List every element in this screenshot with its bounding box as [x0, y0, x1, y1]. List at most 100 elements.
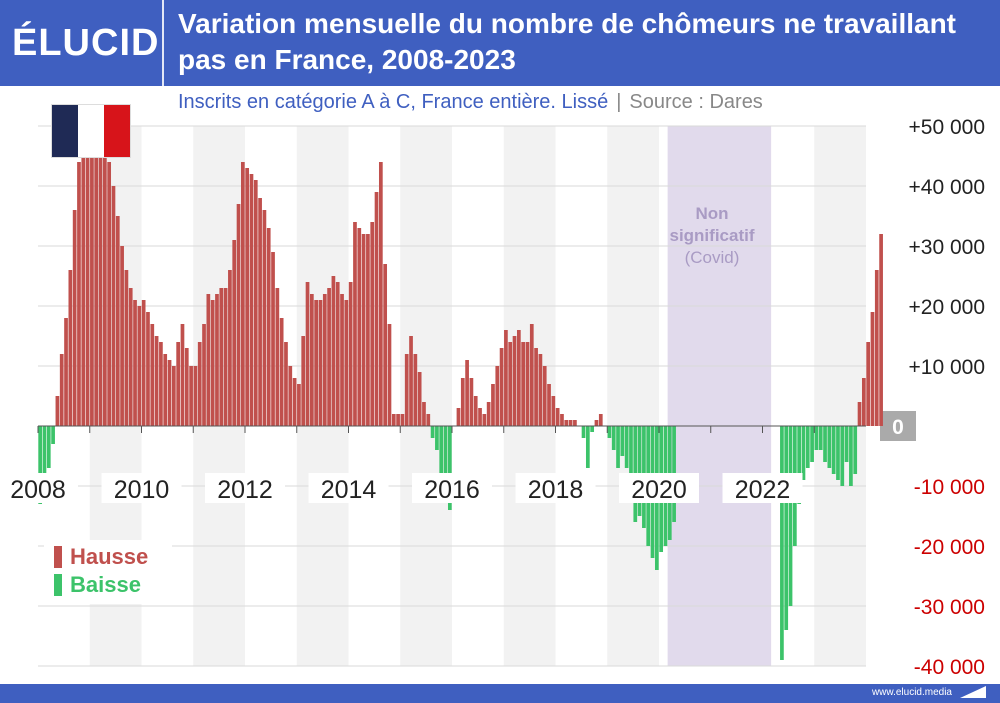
bar: [607, 426, 612, 438]
bar: [831, 426, 836, 474]
bar: [266, 228, 271, 426]
legend-swatch-baisse: [54, 574, 62, 596]
bar: [335, 282, 340, 426]
bar: [361, 234, 366, 426]
bar: [348, 282, 353, 426]
bar: [611, 426, 616, 450]
bar: [590, 426, 595, 432]
covid-annotation: Non significatif (Covid): [662, 203, 762, 269]
bar: [51, 426, 55, 444]
bar: [137, 306, 142, 426]
x-tick-label-bg: [0, 473, 78, 503]
x-tick-label: 2014: [321, 476, 377, 504]
bar: [292, 378, 297, 426]
bar: [780, 426, 784, 660]
bar: [210, 300, 215, 426]
bar: [120, 246, 124, 426]
bar: [275, 288, 280, 426]
bar: [573, 420, 577, 426]
bar: [318, 300, 323, 426]
covid-annotation-line2: significatif: [669, 226, 755, 245]
bar: [59, 354, 64, 426]
bar: [840, 426, 845, 486]
bar: [301, 336, 306, 426]
bar: [460, 378, 465, 426]
bar: [417, 372, 422, 426]
bar: [491, 384, 495, 426]
bar: [64, 318, 68, 426]
bar: [167, 360, 172, 426]
bar: [400, 414, 405, 426]
header-bar: ÉLUCID Variation mensuelle du nombre de …: [0, 0, 1000, 86]
bar: [253, 180, 258, 426]
bar: [279, 318, 284, 426]
bar: [637, 426, 642, 516]
bar: [357, 228, 362, 426]
legend: Hausse Baisse: [44, 540, 172, 604]
bar: [422, 402, 426, 426]
bar: [81, 138, 86, 426]
bar: [879, 234, 883, 426]
bar: [805, 426, 810, 468]
bar: [197, 342, 202, 426]
bar: [443, 426, 448, 498]
bar: [788, 426, 793, 606]
bar: [585, 426, 590, 468]
bar: [426, 414, 431, 426]
bar: [534, 348, 538, 426]
x-tick-label: 2008: [10, 476, 66, 504]
bar: [176, 342, 181, 426]
y-tick-label: +50 000: [909, 116, 986, 139]
bar: [560, 414, 564, 426]
bar: [529, 324, 534, 426]
bar: [538, 354, 543, 426]
bar: [383, 264, 388, 426]
legend-item-hausse: Hausse: [54, 544, 148, 570]
bar: [154, 336, 159, 426]
legend-swatch-hausse: [54, 546, 62, 568]
bar: [512, 336, 517, 426]
bar: [387, 324, 392, 426]
france-flag-icon: [52, 105, 130, 157]
bar: [810, 426, 814, 462]
bar: [98, 144, 103, 426]
bar: [331, 276, 336, 426]
bar: [620, 426, 625, 456]
bar: [827, 426, 832, 468]
bar: [521, 342, 526, 426]
bar: [456, 408, 461, 426]
bar: [542, 366, 547, 426]
bar: [598, 414, 603, 426]
x-tick-label-bg: [308, 473, 389, 503]
bar: [482, 414, 487, 426]
year-band-2011: [193, 126, 245, 666]
chart-title: Variation mensuelle du nombre de chômeur…: [178, 8, 956, 75]
bar: [271, 252, 275, 426]
footer-url: www.elucid.media: [871, 687, 952, 698]
bar: [249, 174, 254, 426]
year-band-2017: [503, 126, 556, 666]
brand-logo: ÉLUCID: [12, 22, 160, 64]
y-tick-label: 0: [892, 416, 904, 439]
x-tick-label-bg: [722, 473, 803, 503]
bar: [102, 150, 107, 426]
year-band-2019: [607, 126, 659, 666]
year-band-2013: [296, 126, 349, 666]
data-source: Source : Dares: [629, 91, 763, 113]
bar: [72, 210, 77, 426]
bar: [801, 426, 806, 480]
bar: [288, 366, 293, 426]
flag-band-red: [104, 105, 130, 157]
x-tick-label: 2020: [631, 476, 687, 504]
bar: [447, 426, 452, 510]
bar: [413, 354, 418, 426]
bar: [184, 348, 189, 426]
y-tick-label: +40 000: [909, 176, 986, 199]
bar: [68, 270, 73, 426]
bar: [581, 426, 586, 438]
bar: [866, 342, 871, 426]
bar: [85, 126, 90, 426]
bar: [844, 426, 849, 462]
bar: [396, 414, 400, 426]
bar: [439, 426, 444, 474]
